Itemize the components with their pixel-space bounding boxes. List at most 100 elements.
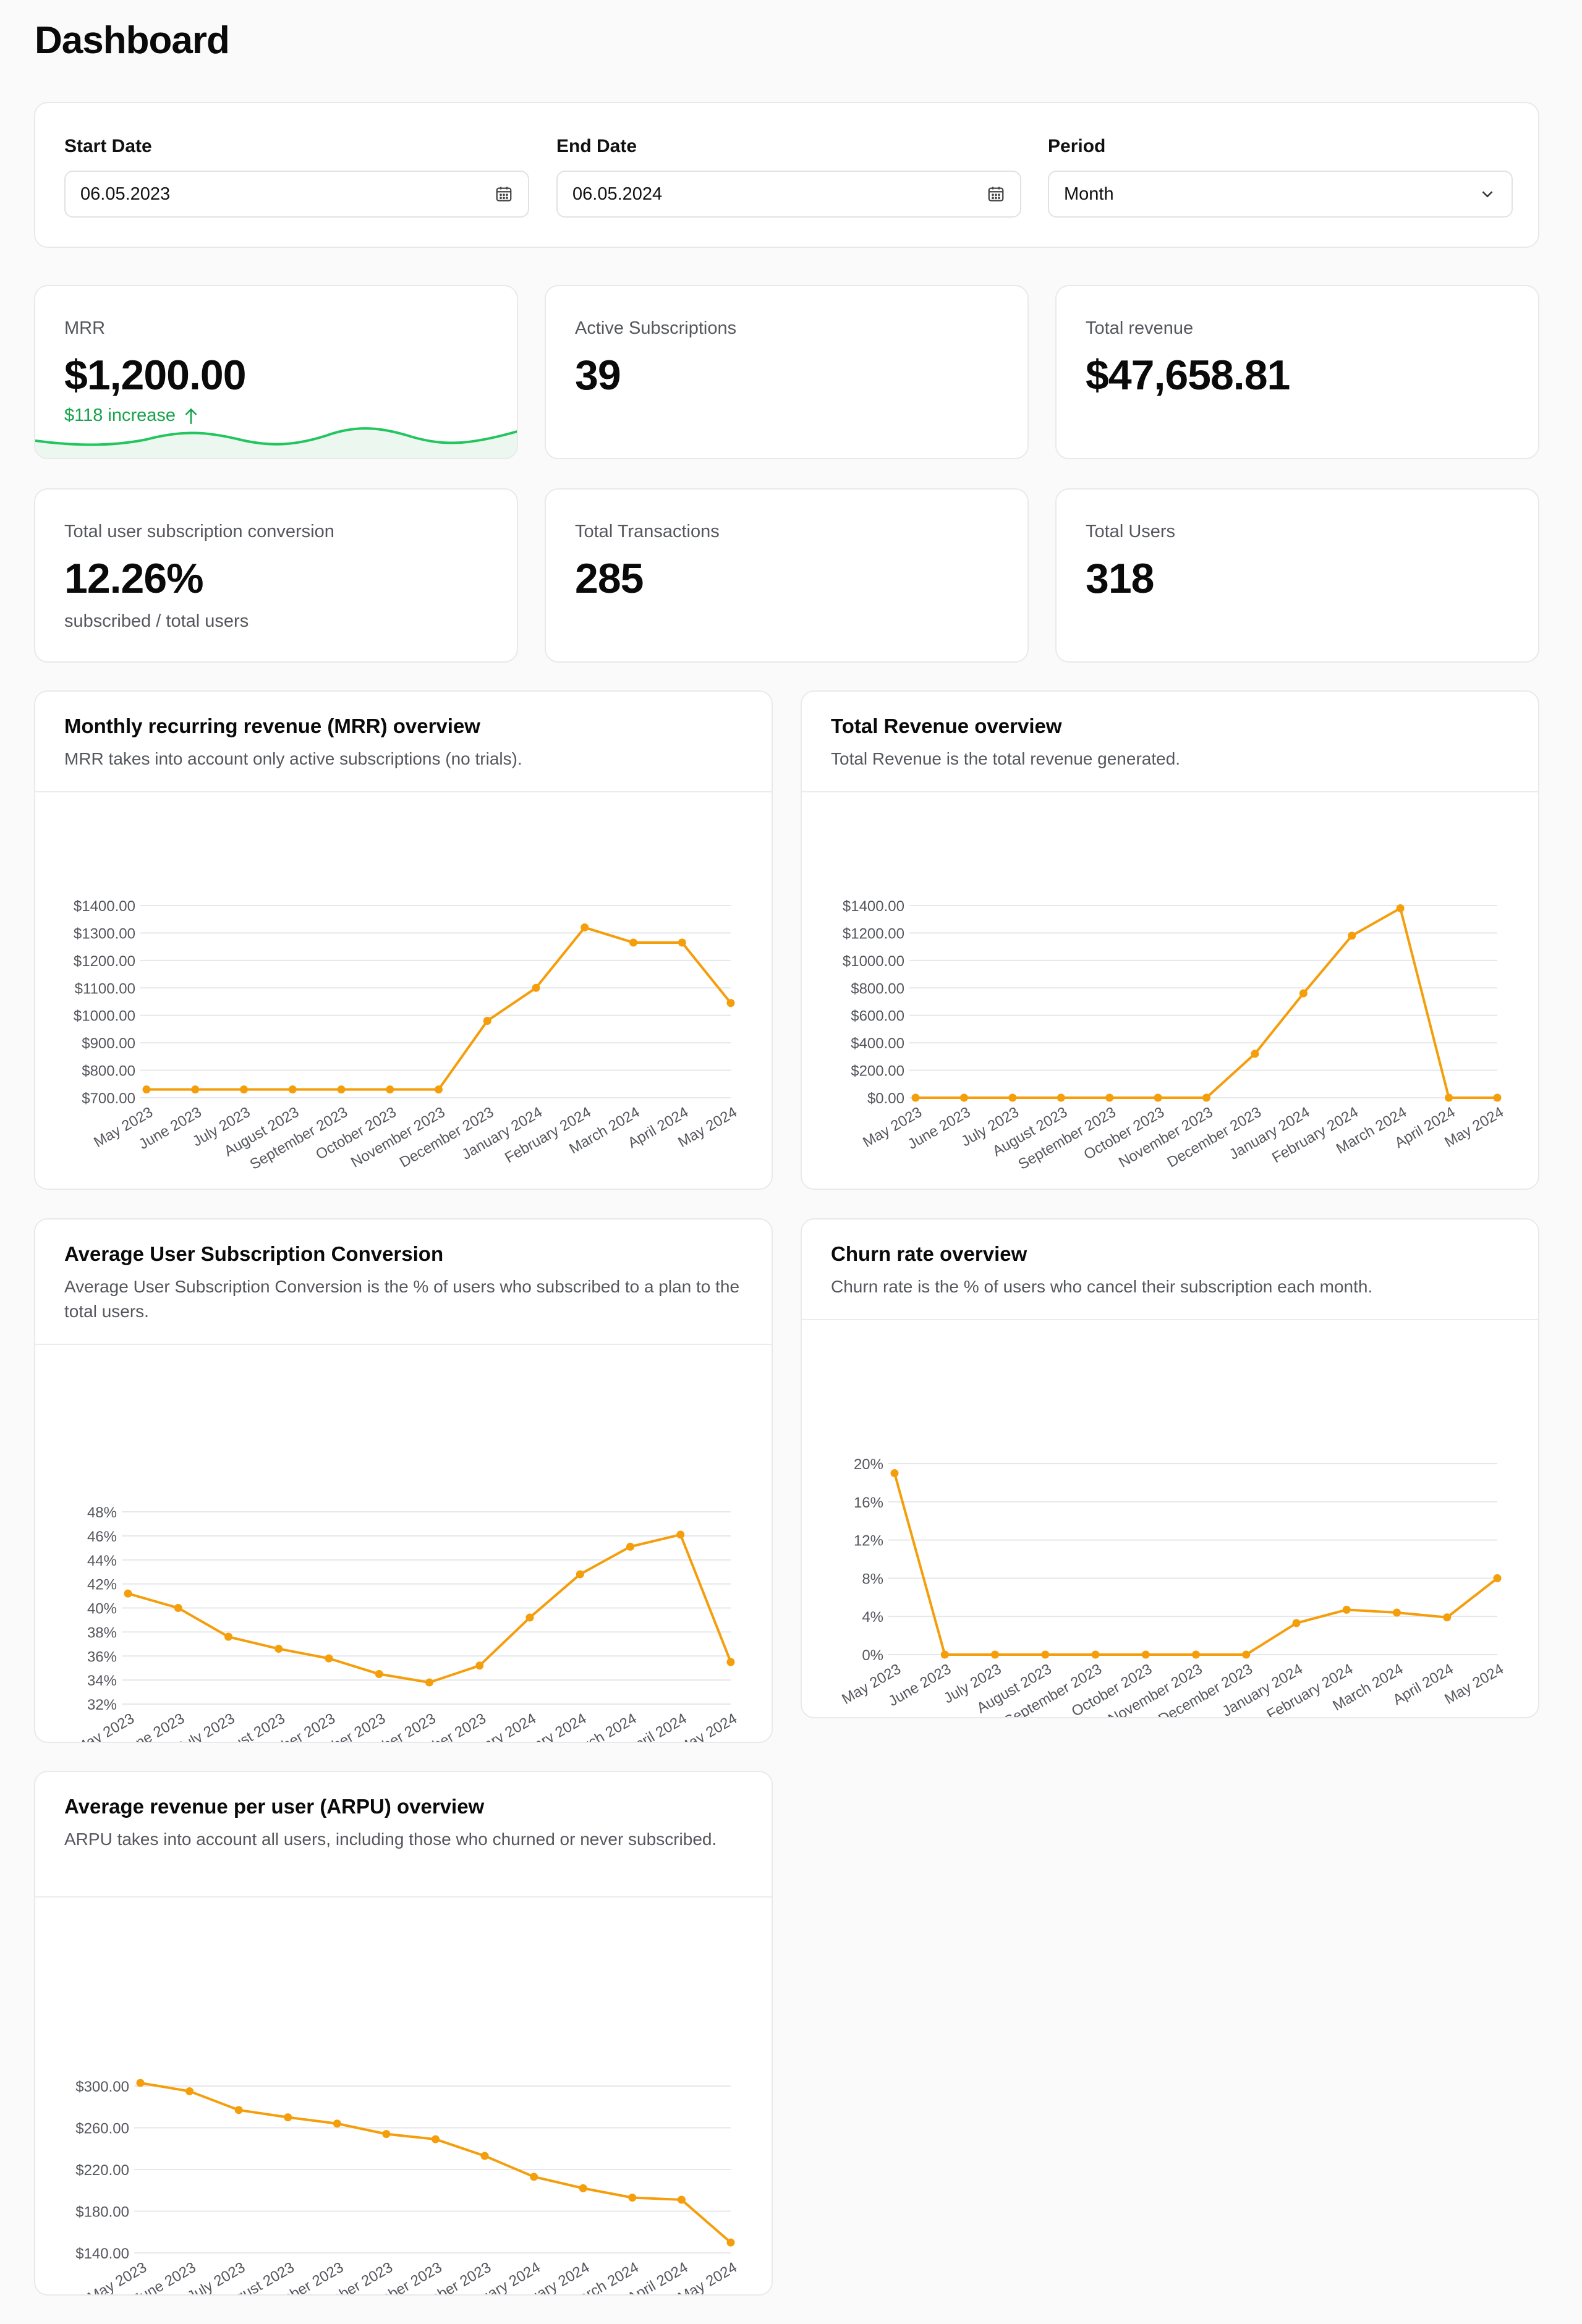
data-point [1493, 1574, 1502, 1582]
revenue-chart-card: Total Revenue overview Total Revenue is … [801, 690, 1539, 1190]
divider [802, 1319, 1538, 1320]
y-tick-label: $260.00 [75, 2121, 129, 2137]
x-tick-label: May 2023 [72, 1710, 137, 1742]
stat-subtext: subscribed / total users [64, 611, 249, 631]
data-point [532, 983, 540, 992]
data-point [386, 1085, 394, 1094]
data-point [425, 1678, 433, 1687]
data-point [677, 2195, 686, 2204]
start-date-input[interactable]: 06.05.2023 [64, 171, 529, 218]
series-line [140, 2081, 732, 2244]
end-date-label: End Date [556, 136, 637, 156]
arpu-chart-card: Average revenue per user (ARPU) overview… [34, 1771, 773, 2296]
chevron-down-icon [1482, 191, 1493, 198]
data-point [325, 1654, 333, 1663]
y-tick-label: 44% [87, 1553, 117, 1569]
divider [802, 791, 1538, 792]
data-point [224, 1632, 232, 1641]
data-point [382, 2130, 391, 2139]
mrr-stat-card: MRR $1,200.00 $118 increase [34, 285, 518, 459]
data-point [726, 1658, 735, 1666]
data-point [284, 2113, 292, 2122]
end-date-input[interactable]: 06.05.2024 [556, 171, 1021, 218]
y-tick-label: 48% [87, 1504, 117, 1521]
data-point [1493, 1093, 1502, 1102]
calendar-icon[interactable] [495, 185, 513, 203]
data-point [628, 2194, 637, 2202]
mrr-chart-card: Monthly recurring revenue (MRR) overview… [34, 690, 773, 1190]
date-filter-card: Start Date 06.05.2023 End Date 06.05.202… [34, 102, 1539, 248]
y-tick-label: $300.00 [75, 2079, 129, 2095]
arrow-up-icon [185, 407, 197, 424]
data-point [1192, 1650, 1200, 1659]
conversion-chart-card: Average User Subscription Conversion Ave… [34, 1218, 773, 1743]
data-point [1396, 904, 1405, 912]
data-point [432, 2135, 440, 2144]
page-title: Dashboard [35, 19, 230, 62]
y-tick-label: $200.00 [851, 1063, 904, 1080]
data-point [890, 1469, 899, 1477]
data-point [191, 1085, 200, 1094]
data-point [136, 2079, 145, 2087]
chart-title: Total Revenue overview [831, 715, 1062, 737]
data-point [1445, 1093, 1453, 1102]
data-point [1105, 1093, 1114, 1102]
total-revenue-stat-card: Total revenue $47,658.81 [1055, 285, 1539, 459]
stat-label: Total Transactions [575, 522, 720, 541]
y-tick-label: $180.00 [75, 2204, 129, 2221]
y-tick-label: 16% [854, 1495, 883, 1511]
chart-description: Average User Subscription Conversion is … [64, 1277, 740, 1321]
series-line [893, 1472, 1499, 1656]
y-tick-label: 40% [87, 1601, 117, 1618]
data-point [1008, 1093, 1017, 1102]
y-tick-label: 42% [87, 1577, 117, 1593]
data-point [991, 1650, 999, 1659]
stat-value: 39 [575, 352, 621, 399]
data-point [626, 1542, 634, 1551]
y-tick-label: $800.00 [851, 980, 904, 997]
chart-description: MRR takes into account only active subsc… [64, 749, 522, 768]
data-point [676, 1530, 685, 1539]
data-point [475, 1661, 484, 1670]
y-tick-label: $140.00 [75, 2246, 129, 2262]
y-tick-label: $1400.00 [843, 898, 904, 915]
data-point [1041, 1650, 1050, 1659]
chart-description: ARPU takes into account all users, inclu… [64, 1830, 717, 1849]
data-point [1299, 989, 1308, 998]
data-point [174, 1604, 182, 1612]
start-date-value: 06.05.2023 [80, 184, 171, 204]
end-date-value: 06.05.2024 [572, 184, 663, 204]
data-point [234, 2106, 243, 2114]
period-select[interactable]: Month [1048, 171, 1513, 218]
data-point [124, 1589, 132, 1598]
transactions-stat-card: Total Transactions 285 [545, 488, 1029, 663]
data-point [337, 1085, 346, 1094]
data-point [480, 2152, 489, 2160]
data-point [333, 2119, 341, 2128]
data-point [185, 2087, 194, 2095]
divider [35, 1896, 772, 1898]
data-point [1292, 1619, 1301, 1627]
mrr-sparkline [35, 427, 517, 458]
data-point [288, 1085, 297, 1094]
divider [35, 791, 772, 792]
y-tick-label: $900.00 [82, 1035, 135, 1052]
stat-label: Total user subscription conversion [64, 522, 334, 541]
data-point [1348, 931, 1356, 940]
data-point [629, 938, 637, 947]
stat-value: $47,658.81 [1086, 352, 1290, 399]
churn-chart-card: Churn rate overview Churn rate is the % … [801, 1218, 1539, 1718]
data-point [1393, 1608, 1401, 1617]
data-point [1091, 1650, 1100, 1659]
conversion-stat-card: Total user subscription conversion 12.26… [34, 488, 518, 663]
y-tick-label: $220.00 [75, 2162, 129, 2179]
stat-value: 285 [575, 555, 644, 602]
stat-value: $1,200.00 [64, 352, 247, 399]
calendar-icon[interactable] [987, 185, 1005, 203]
y-tick-label: $1200.00 [74, 953, 135, 970]
conversion-line-chart: 48%46%44%42%40%38%36%34%32%May 2023June … [72, 1504, 740, 1742]
y-tick-label: $600.00 [851, 1008, 904, 1025]
delta-text: $118 increase [64, 405, 176, 425]
data-point [726, 999, 735, 1007]
